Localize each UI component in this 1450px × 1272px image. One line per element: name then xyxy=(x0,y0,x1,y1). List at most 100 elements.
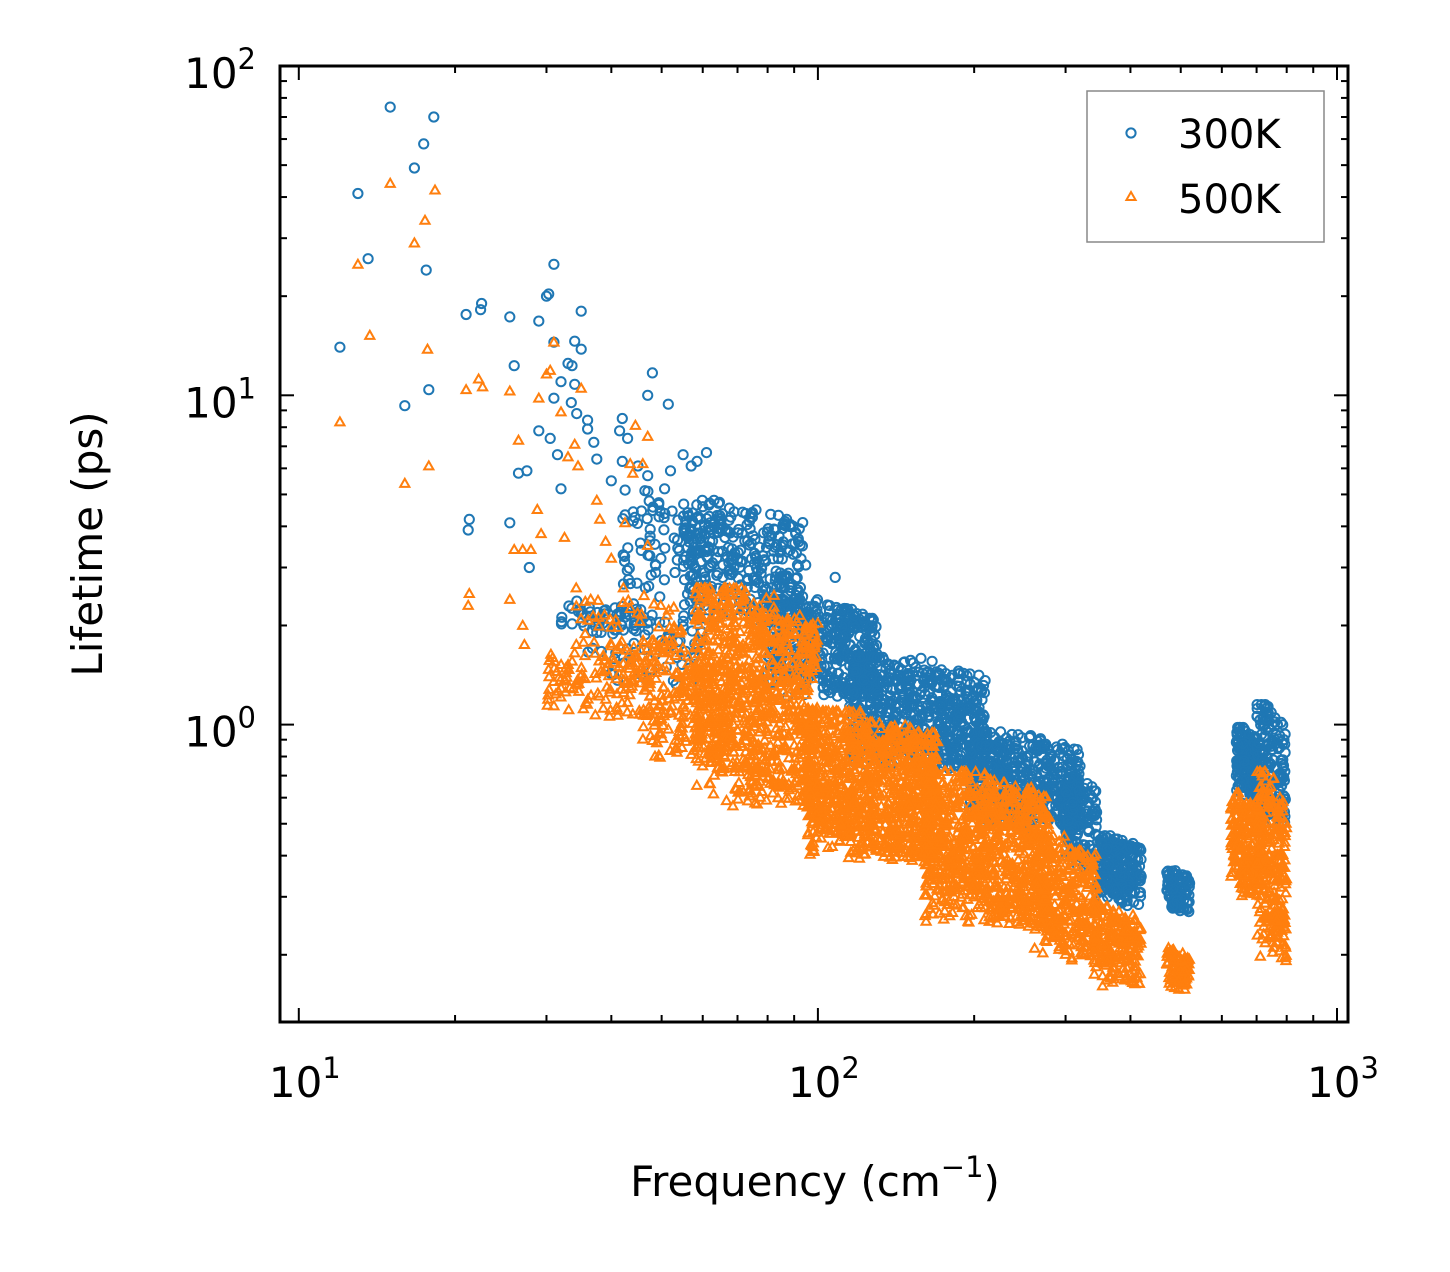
data-point-500k xyxy=(650,736,664,748)
data-point-300k xyxy=(647,504,659,517)
data-point-500k xyxy=(689,739,703,752)
data-point-300k xyxy=(643,580,655,592)
data-point-300k xyxy=(760,555,772,567)
data-point-500k xyxy=(577,635,590,647)
data-point-300k xyxy=(1167,899,1179,912)
data-point-500k xyxy=(767,588,781,600)
data-point-500k xyxy=(459,383,473,395)
data-point-500k xyxy=(747,748,761,760)
data-point-300k xyxy=(384,101,396,113)
data-point-300k xyxy=(732,547,744,559)
data-point-500k xyxy=(691,581,705,593)
data-point-500k xyxy=(383,176,397,188)
data-point-500k xyxy=(744,724,758,737)
data-point-300k xyxy=(1089,796,1102,808)
data-point-300k xyxy=(836,648,849,660)
data-point-500k xyxy=(704,655,718,667)
data-point-300k xyxy=(463,513,475,526)
data-point-500k xyxy=(789,719,802,731)
data-point-500k xyxy=(626,674,640,686)
data-point-500k xyxy=(761,687,774,699)
data-point-300k xyxy=(921,672,933,684)
data-point-500k xyxy=(689,687,702,699)
data-point-500k xyxy=(689,658,702,670)
data-point-500k xyxy=(603,612,617,624)
data-point-500k xyxy=(798,700,811,712)
data-point-500k xyxy=(772,689,786,701)
data-point-300k xyxy=(1034,733,1047,745)
data-point-500k xyxy=(692,730,705,742)
data-point-300k xyxy=(712,546,724,558)
data-point-500k xyxy=(605,639,618,651)
data-point-300k xyxy=(1049,791,1061,803)
data-point-300k xyxy=(664,465,677,477)
data-point-300k xyxy=(899,656,911,668)
data-point-500k xyxy=(637,667,651,679)
data-point-500k xyxy=(758,741,772,753)
data-point-300k xyxy=(642,389,654,401)
data-point-300k xyxy=(723,565,735,577)
data-point-300k xyxy=(920,667,933,679)
data-point-500k xyxy=(550,664,564,676)
data-point-500k xyxy=(588,646,602,658)
data-point-500k xyxy=(643,689,657,701)
data-point-300k xyxy=(659,542,671,554)
data-point-300k xyxy=(934,668,946,680)
data-point-500k xyxy=(689,712,703,724)
data-point-500k xyxy=(680,664,694,676)
data-point-500k xyxy=(626,466,640,478)
data-point-300k xyxy=(1031,769,1043,781)
data-point-300k xyxy=(508,360,520,372)
data-point-300k xyxy=(428,111,440,123)
data-point-300k xyxy=(1121,895,1133,907)
data-point-300k xyxy=(591,453,603,465)
data-point-500k xyxy=(772,763,786,775)
data-point-300k xyxy=(1251,699,1263,711)
data-point-500k xyxy=(663,653,676,665)
data-point-500k xyxy=(874,844,888,856)
data-point-300k xyxy=(969,762,982,774)
data-point-500k xyxy=(727,640,741,652)
data-point-500k xyxy=(606,651,620,663)
data-point-500k xyxy=(566,682,580,694)
data-point-500k xyxy=(856,824,870,836)
data-point-300k xyxy=(1066,796,1079,809)
data-point-500k xyxy=(775,741,789,753)
data-point-300k xyxy=(984,727,997,739)
data-point-500k xyxy=(578,627,592,639)
data-point-300k xyxy=(1178,872,1190,884)
data-point-300k xyxy=(1030,742,1042,754)
data-point-500k xyxy=(503,592,517,604)
data-point-300k xyxy=(1276,780,1288,792)
data-point-300k xyxy=(868,651,880,664)
data-point-300k xyxy=(844,639,856,651)
data-point-300k xyxy=(915,704,927,716)
data-point-500k xyxy=(656,680,670,692)
data-point-300k xyxy=(905,701,917,713)
data-point-500k xyxy=(886,852,899,864)
data-point-300k xyxy=(939,748,951,760)
data-point-300k xyxy=(569,335,581,347)
data-point-300k xyxy=(894,680,906,693)
data-point-300k xyxy=(533,425,545,437)
data-point-500k xyxy=(738,609,751,621)
data-point-500k xyxy=(689,587,702,599)
data-point-500k xyxy=(636,457,650,469)
data-point-300k xyxy=(575,343,587,355)
data-point-500k xyxy=(738,668,752,680)
data-point-500k xyxy=(543,363,557,375)
data-point-500k xyxy=(652,620,666,632)
data-point-500k xyxy=(706,677,719,689)
data-point-300k xyxy=(697,525,709,537)
data-point-500k xyxy=(729,660,743,672)
data-point-300k xyxy=(614,425,626,437)
data-point-300k xyxy=(934,700,946,712)
data-point-500k xyxy=(735,640,748,652)
data-point-500k xyxy=(641,538,655,550)
data-point-300k xyxy=(980,740,992,752)
data-point-500k xyxy=(738,729,751,741)
data-point-500k xyxy=(745,668,759,680)
data-point-300k xyxy=(476,297,488,310)
data-point-500k xyxy=(461,598,475,610)
data-point-300k xyxy=(979,751,991,763)
